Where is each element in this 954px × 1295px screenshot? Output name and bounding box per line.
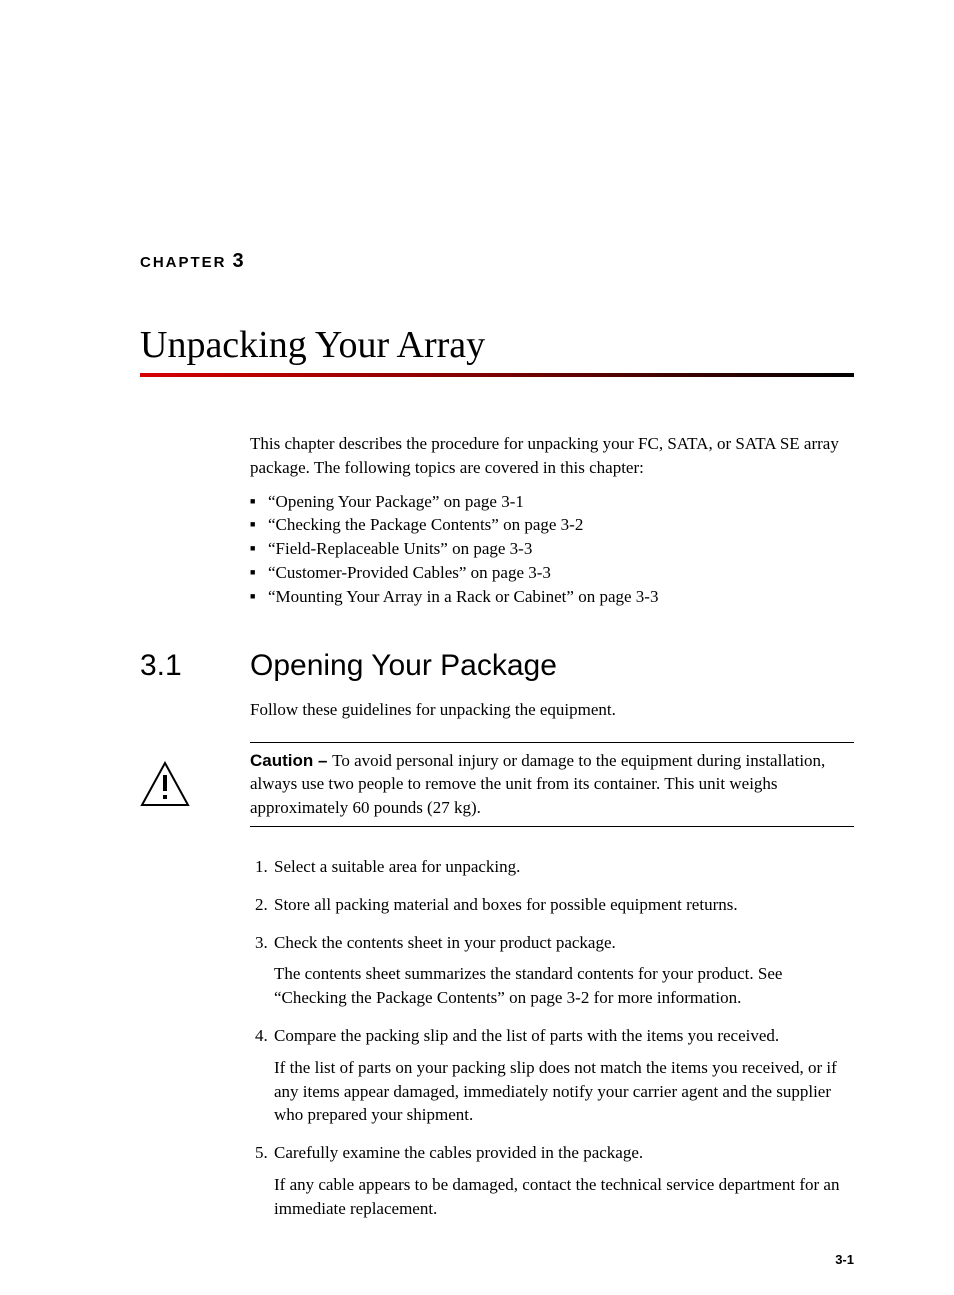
section-heading: 3.1 Opening Your Package <box>140 649 854 683</box>
step-text: Select a suitable area for unpacking. <box>274 857 520 876</box>
step-item: Carefully examine the cables provided in… <box>272 1141 854 1220</box>
step-detail: The contents sheet summarizes the standa… <box>274 962 854 1010</box>
caution-icon <box>140 742 250 827</box>
step-detail: If any cable appears to be damaged, cont… <box>274 1173 854 1221</box>
section-number: 3.1 <box>140 649 250 683</box>
caution-body: To avoid personal injury or damage to th… <box>250 751 825 818</box>
toc-item: “Field-Replaceable Units” on page 3-3 <box>250 537 854 561</box>
step-text: Carefully examine the cables provided in… <box>274 1143 643 1162</box>
step-item: Store all packing material and boxes for… <box>272 893 854 917</box>
toc-item: “Opening Your Package” on page 3-1 <box>250 490 854 514</box>
page-number: 3-1 <box>835 1252 854 1267</box>
section-intro-block: Follow these guidelines for unpacking th… <box>250 700 854 720</box>
section-title: Opening Your Package <box>250 649 557 683</box>
caution-label: Caution – <box>250 751 332 770</box>
steps-list: Select a suitable area for unpacking. St… <box>250 855 854 1221</box>
step-detail: If the list of parts on your packing sli… <box>274 1056 854 1127</box>
steps-block: Select a suitable area for unpacking. St… <box>250 855 854 1221</box>
intro-paragraph: This chapter describes the procedure for… <box>250 432 854 480</box>
step-item: Check the contents sheet in your product… <box>272 931 854 1010</box>
chapter-label-text: CHAPTER <box>140 254 227 271</box>
intro-block: This chapter describes the procedure for… <box>250 432 854 609</box>
document-page: CHAPTER 3 Unpacking Your Array This chapt… <box>0 0 954 1295</box>
step-text: Store all packing material and boxes for… <box>274 895 738 914</box>
step-item: Select a suitable area for unpacking. <box>272 855 854 879</box>
toc-item: “Mounting Your Array in a Rack or Cabine… <box>250 585 854 609</box>
step-item: Compare the packing slip and the list of… <box>272 1024 854 1127</box>
step-text: Check the contents sheet in your product… <box>274 933 616 952</box>
step-text: Compare the packing slip and the list of… <box>274 1026 779 1045</box>
toc-item: “Customer-Provided Cables” on page 3-3 <box>250 561 854 585</box>
toc-list: “Opening Your Package” on page 3-1 “Chec… <box>250 490 854 609</box>
caution-text: Caution – To avoid personal injury or da… <box>250 742 854 827</box>
section-intro: Follow these guidelines for unpacking th… <box>250 700 854 720</box>
toc-item: “Checking the Package Contents” on page … <box>250 513 854 537</box>
title-rule <box>140 373 854 377</box>
chapter-title: Unpacking Your Array <box>140 323 854 367</box>
caution-block: Caution – To avoid personal injury or da… <box>140 742 854 827</box>
chapter-number: 3 <box>233 250 244 272</box>
chapter-label: CHAPTER 3 <box>140 250 854 273</box>
